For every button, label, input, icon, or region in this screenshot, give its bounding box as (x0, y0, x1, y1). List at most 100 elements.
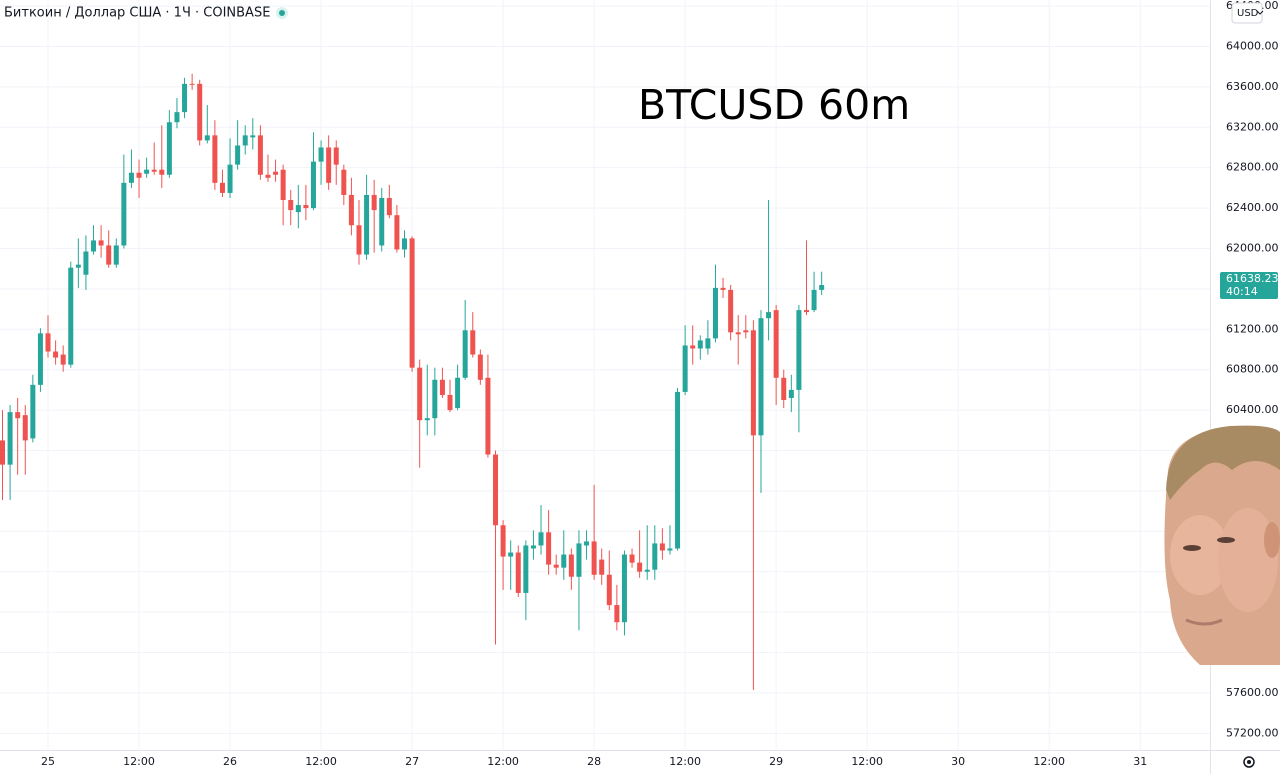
candle-body (629, 554, 635, 563)
y-tick-label: 61200.00 (1226, 322, 1279, 335)
candle-body (227, 164, 233, 193)
candle-body (45, 333, 51, 352)
candle-body (462, 330, 468, 378)
candle-body (91, 240, 97, 252)
currency-button[interactable] (1231, 2, 1263, 24)
candle-body (326, 147, 332, 183)
settings-button[interactable] (1243, 756, 1255, 768)
candle-body (60, 354, 66, 365)
candle-body (121, 182, 127, 246)
candle-body (568, 554, 574, 577)
candle-body (659, 543, 665, 551)
candle-body (242, 135, 248, 146)
last-price-box (1220, 272, 1278, 300)
candle-body (235, 145, 241, 165)
candle-body (98, 240, 104, 246)
y-tick-label: 60800.00 (1226, 363, 1279, 376)
candle-body (470, 330, 476, 355)
candle-body (637, 562, 643, 572)
last-price-label: 61638.23 (1226, 272, 1279, 285)
candle-body (561, 554, 567, 568)
candle-body (705, 338, 711, 349)
candle-body (576, 543, 582, 577)
candle-body (803, 310, 809, 313)
y-tick-label: 63600.00 (1226, 80, 1279, 93)
candle-body (758, 318, 764, 436)
x-tick-label: 30 (951, 755, 965, 768)
candle-body (53, 351, 59, 358)
candle-body (303, 205, 309, 209)
candle-body (538, 532, 544, 546)
candle-body (356, 225, 362, 255)
candle-body (788, 389, 794, 398)
candle-body (584, 541, 590, 546)
x-tick-label: 12:00 (851, 755, 883, 768)
x-tick-label: 29 (769, 755, 783, 768)
candle-body (667, 548, 673, 551)
candle-body (333, 147, 339, 165)
candle-body (15, 412, 21, 419)
y-tick-label: 62400.00 (1226, 201, 1279, 214)
candle-body (257, 135, 263, 175)
candle-body (796, 310, 802, 390)
candle-body (750, 330, 756, 436)
candle-body (614, 605, 620, 623)
candle-body (182, 83, 188, 113)
candle-body (773, 310, 779, 378)
candle-body (621, 554, 627, 623)
candle-body (280, 169, 286, 200)
candle-body (599, 559, 605, 575)
x-tick-label: 28 (587, 755, 601, 768)
candle-body (728, 289, 734, 333)
x-tick-label: 27 (405, 755, 419, 768)
candle-body (781, 377, 787, 400)
x-tick-label: 12:00 (487, 755, 519, 768)
candle-body (409, 238, 415, 368)
candle-body (288, 200, 294, 211)
candle-body (265, 174, 271, 178)
candle-body (675, 391, 681, 549)
candle-body (682, 345, 688, 392)
currency-button-label: USD (1237, 8, 1259, 19)
candle-body (743, 330, 749, 333)
candle-body (341, 169, 347, 195)
x-tick-label: 12:00 (669, 755, 701, 768)
candle-body (485, 377, 491, 455)
candle-body (500, 525, 506, 557)
candle-body (151, 169, 157, 172)
candle-body (7, 412, 13, 465)
candle-body (811, 289, 817, 311)
y-tick-label: 63200.00 (1226, 120, 1279, 133)
candle-body (690, 345, 696, 349)
annotation: BTCUSD 60m (638, 81, 910, 129)
candle-body (652, 543, 658, 570)
x-tick-label: 25 (41, 755, 55, 768)
candle-body (720, 287, 726, 290)
x-tick-label: 12:00 (305, 755, 337, 768)
candle-body (159, 169, 165, 175)
candle-body (310, 161, 316, 209)
candle-body (386, 197, 392, 216)
candle-body (197, 83, 203, 141)
countdown-label: 40:14 (1226, 285, 1258, 298)
candle-body (68, 267, 74, 365)
candle-body (493, 454, 499, 526)
x-tick-label: 31 (1133, 755, 1147, 768)
candle-body (136, 172, 142, 178)
candle-body (553, 564, 559, 568)
candle-body (546, 532, 552, 565)
symbol-title: Биткоин / Доллар США · 1Ч · COINBASE (4, 6, 270, 21)
x-tick-label: 12:00 (123, 755, 155, 768)
candle-body (712, 287, 718, 339)
candle-body (174, 112, 180, 123)
candle-body (394, 215, 400, 250)
y-tick-label: 60400.00 (1226, 403, 1279, 416)
y-tick-label: 57600.00 (1226, 686, 1279, 699)
candle-body (455, 377, 461, 409)
candle-body (318, 147, 324, 162)
candle-body (591, 541, 597, 575)
candle-body (348, 194, 354, 226)
candle-body (477, 354, 483, 380)
candle-body (417, 367, 423, 421)
